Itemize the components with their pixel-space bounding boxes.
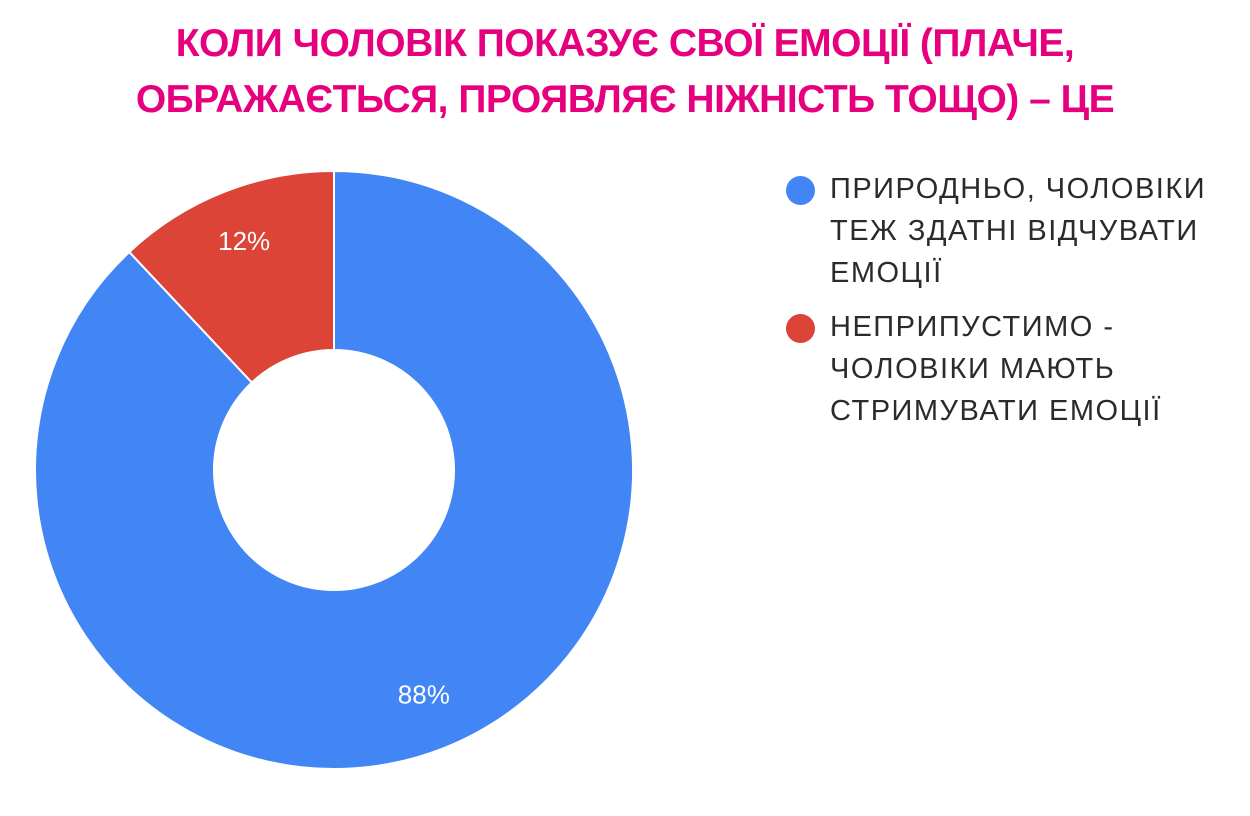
- legend-item-natural: ПРИРОДНЬО, ЧОЛОВІКИ ТЕЖ ЗДАТНІ ВІДЧУВАТИ…: [786, 168, 1236, 294]
- chart-title-line-1: КОЛИ ЧОЛОВІК ПОКАЗУЄ СВОЇ ЕМОЦІЇ (ПЛАЧЕ,: [175, 22, 1075, 65]
- donut-slice-unacceptable: [127, 169, 335, 384]
- legend-label-unacceptable-line-2: ЧОЛОВІКИ МАЮТЬ: [830, 353, 1116, 385]
- legend-label-natural-line-3: ЕМОЦІЇ: [830, 257, 943, 289]
- legend-label-unacceptable-line-1: НЕПРИПУСТИМО -: [830, 311, 1115, 343]
- donut-slice-natural: [33, 169, 634, 770]
- slice-label-natural: 88%: [398, 680, 450, 710]
- legend-label-natural-line-1: ПРИРОДНЬО, ЧОЛОВІКИ: [830, 173, 1207, 205]
- legend-label-unacceptable-line-3: СТРИМУВАТИ ЕМОЦІЇ: [830, 395, 1162, 427]
- slice-label-unacceptable: 12%: [218, 226, 270, 256]
- donut-chart: 88% 12%: [33, 169, 634, 770]
- legend-item-unacceptable: НЕПРИПУСТИМО - ЧОЛОВІКИ МАЮТЬ СТРИМУВАТИ…: [786, 306, 1236, 432]
- legend-swatch-unacceptable: [786, 314, 815, 343]
- chart-legend: ПРИРОДНЬО, ЧОЛОВІКИ ТЕЖ ЗДАТНІ ВІДЧУВАТИ…: [786, 168, 1236, 444]
- legend-swatch-natural: [786, 176, 815, 205]
- chart-title: КОЛИ ЧОЛОВІК ПОКАЗУЄ СВОЇ ЕМОЦІЇ (ПЛАЧЕ,…: [0, 16, 1250, 128]
- chart-title-line-2: ОБРАЖАЄТЬСЯ, ПРОЯВЛЯЄ НІЖНІСТЬ ТОЩО) – Ц…: [135, 78, 1115, 121]
- legend-label-natural-line-2: ТЕЖ ЗДАТНІ ВІДЧУВАТИ: [830, 215, 1199, 247]
